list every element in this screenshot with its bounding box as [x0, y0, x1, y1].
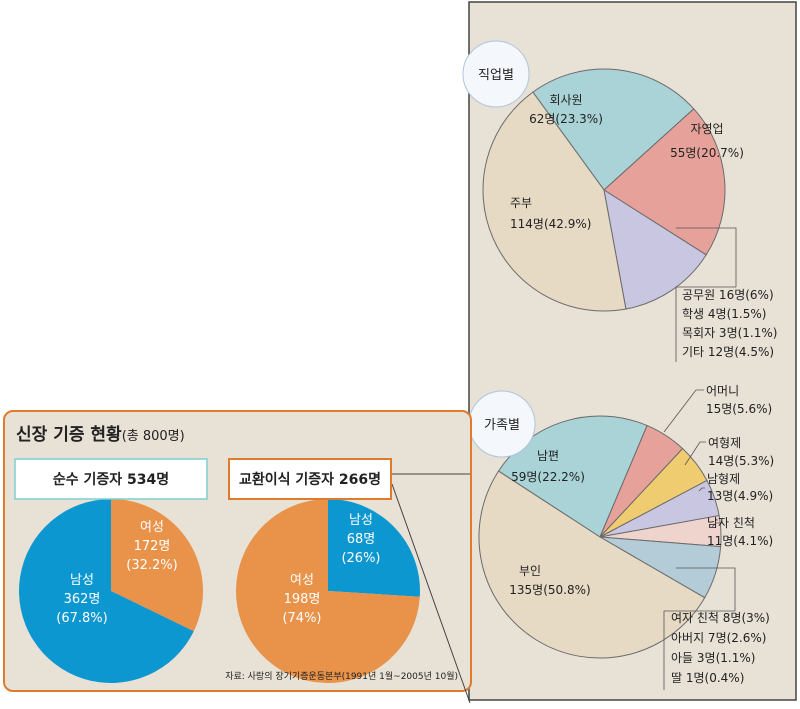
pie-slice-company [532, 68, 695, 191]
label-male-relative-value: 11명(4.1%) [707, 534, 773, 548]
exchange-female-name: 여성 [290, 573, 314, 588]
label-brother-value: 13명(4.9%) [707, 489, 773, 503]
job-title: 직업별 [478, 68, 514, 83]
label-husband-name: 남편 [537, 449, 559, 463]
pure-donor-pie [19, 499, 204, 683]
family-pie [478, 415, 722, 659]
pie-slice-exchange-male [328, 498, 421, 597]
exchange-female-count: 198명 [284, 592, 321, 607]
summary-title: 신장 기증 현황(총 800명) [16, 425, 185, 445]
exchange-donor-title: 교환이식 기증자 266명 [239, 471, 381, 488]
label-company-value: 62명(23.3%) [529, 112, 603, 126]
family-other-2: 아버지 7명(2.6%) [671, 631, 766, 645]
pure-donor-title: 순수 기증자 534명 [53, 471, 169, 488]
pure-female-pct: (32.2%) [126, 558, 177, 573]
pie-slice-housewife [482, 91, 627, 312]
pure-donor-label-box [14, 458, 208, 500]
job-other-4: 기타 12명(4.5%) [682, 345, 774, 359]
family-title: 가족별 [484, 418, 520, 433]
label-mother-name: 어머니 [706, 384, 739, 398]
pure-male-pct: (67.8%) [56, 611, 107, 626]
pie-slice-job-others [603, 188, 707, 310]
family-other-3: 아들 3명(1.1%) [671, 651, 755, 665]
label-wife-name: 부인 [519, 564, 541, 578]
job-pie [482, 68, 726, 312]
label-housewife-value: 114명(42.9%) [510, 217, 591, 231]
label-self-employed-name: 자영업 [690, 122, 723, 136]
summary-title-main: 신장 기증 현황 [16, 425, 122, 445]
label-wife-value: 135명(50.8%) [509, 583, 590, 597]
exchange-donor-pie [236, 498, 421, 683]
label-company-name: 회사원 [549, 93, 582, 107]
label-housewife-name: 주부 [510, 196, 532, 210]
pie-slice-self-employed [603, 108, 726, 256]
source-note: 자료: 사랑의 장기기증운동본부(1991년 1월~2005년 10월) [225, 670, 458, 682]
exchange-male-name: 남성 [349, 513, 373, 528]
job-other-2: 학생 4명(1.5%) [682, 307, 766, 321]
pie-slice-pure-female [111, 499, 204, 632]
family-other-1: 여자 친척 8명(3%) [671, 611, 770, 625]
pure-female-name: 여성 [140, 520, 164, 535]
pie-slice-exchange-female [236, 499, 420, 683]
exchange-male-pct: (26%) [341, 551, 380, 566]
pie-slice-pure-male [19, 499, 194, 683]
pie-slice-wife [478, 470, 706, 659]
label-male-relative-name: 남자 친척 [707, 516, 755, 530]
exchange-female-pct: (74%) [282, 611, 321, 626]
label-self-employed-value: 55명(20.7%) [670, 146, 744, 160]
family-leaders [663, 389, 736, 690]
pure-male-name: 남성 [70, 573, 94, 588]
pure-female-count: 172명 [134, 539, 171, 554]
summary-title-sub: (총 800명) [122, 429, 185, 444]
pure-male-count: 362명 [64, 592, 101, 607]
label-brother-name: 남형제 [707, 472, 740, 486]
exchange-male-count: 68명 [347, 532, 376, 547]
label-husband-value: 59명(22.2%) [511, 470, 585, 484]
exchange-donor-label-box [228, 458, 392, 500]
job-others-leader [675, 227, 737, 362]
label-sister-value: 14명(5.3%) [708, 454, 774, 468]
job-other-3: 목회자 3명(1.1%) [682, 326, 777, 340]
label-sister-name: 여형제 [708, 436, 741, 450]
connector-line [391, 473, 471, 704]
label-mother-value: 15명(5.6%) [706, 402, 772, 416]
family-other-4: 딸 1명(0.4%) [671, 671, 744, 685]
family-title-badge: 가족별 [468, 390, 536, 458]
job-title-badge: 직업별 [462, 40, 530, 108]
pie-slice-husband [497, 415, 648, 538]
job-other-1: 공무원 16명(6%) [682, 288, 774, 302]
